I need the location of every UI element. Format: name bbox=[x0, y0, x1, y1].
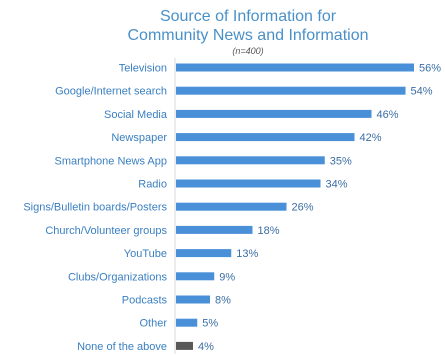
value-label: 18% bbox=[258, 225, 280, 237]
value-label: 26% bbox=[292, 202, 314, 214]
chart-subtitle: (n=400) bbox=[232, 46, 263, 56]
bar bbox=[176, 133, 355, 142]
value-label: 13% bbox=[236, 248, 258, 260]
category-label: Church/Volunteer groups bbox=[45, 225, 167, 237]
value-label: 35% bbox=[330, 155, 352, 167]
category-label: Television bbox=[119, 63, 167, 75]
category-label: Other bbox=[139, 318, 167, 330]
value-label: 8% bbox=[215, 295, 231, 307]
bar bbox=[176, 86, 406, 95]
bar bbox=[176, 156, 325, 165]
bar bbox=[176, 179, 321, 188]
chart-title-line-1: Source of Information for bbox=[160, 8, 337, 25]
category-label: Newspaper bbox=[111, 132, 167, 144]
value-label: 5% bbox=[202, 318, 218, 330]
bar bbox=[176, 295, 210, 304]
chart-title-line-2: Community News and Information bbox=[128, 27, 369, 44]
bar bbox=[176, 63, 414, 72]
bar bbox=[176, 202, 287, 211]
value-label: 34% bbox=[326, 179, 348, 191]
category-label: Podcasts bbox=[122, 295, 168, 307]
value-label: 4% bbox=[198, 341, 214, 353]
bar bbox=[176, 109, 372, 118]
category-label: Google/Internet search bbox=[55, 86, 167, 98]
value-label: 9% bbox=[219, 271, 235, 283]
category-label: Clubs/Organizations bbox=[68, 271, 168, 283]
category-label: Smartphone News App bbox=[54, 155, 167, 167]
category-label: Radio bbox=[138, 179, 167, 191]
category-label: Signs/Bulletin boards/Posters bbox=[23, 202, 167, 214]
value-label: 42% bbox=[360, 132, 382, 144]
bar bbox=[176, 249, 232, 258]
value-label: 56% bbox=[419, 63, 441, 75]
category-label: YouTube bbox=[124, 248, 167, 260]
bars-group: Television 56% Google/Internet search 54% So… bbox=[23, 63, 441, 353]
category-label: Social Media bbox=[104, 109, 168, 121]
bar bbox=[176, 341, 193, 350]
bar bbox=[176, 318, 198, 327]
value-label: 46% bbox=[377, 109, 399, 121]
bar bbox=[176, 225, 253, 234]
category-label: None of the above bbox=[77, 341, 167, 353]
bar bbox=[176, 272, 215, 281]
value-label: 54% bbox=[411, 86, 433, 98]
